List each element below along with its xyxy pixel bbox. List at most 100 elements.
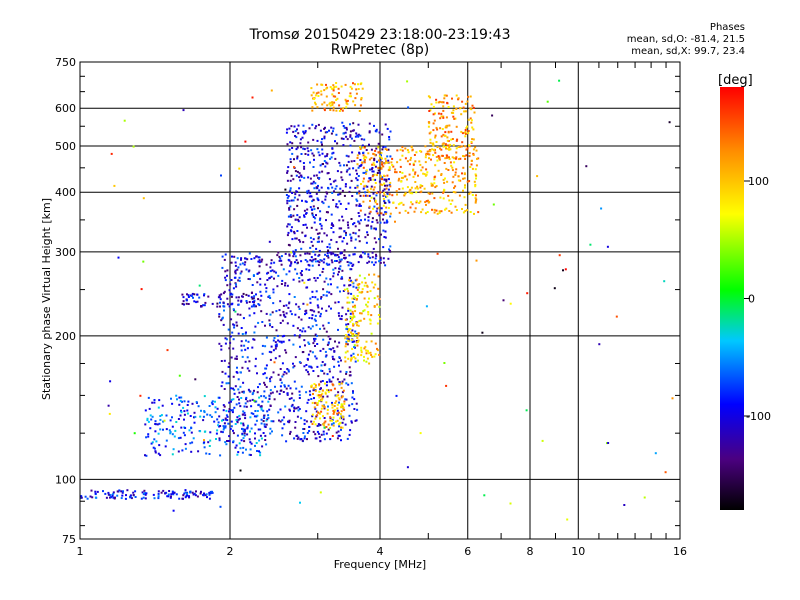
data-point <box>313 310 316 313</box>
data-point <box>474 183 477 186</box>
data-point <box>329 86 332 89</box>
data-point <box>206 496 208 499</box>
x-tick-label: 2 <box>227 545 234 558</box>
data-point <box>442 101 445 104</box>
data-point <box>274 344 277 347</box>
data-point <box>268 240 271 243</box>
data-point <box>319 129 322 132</box>
data-point <box>346 99 349 102</box>
data-point <box>314 386 317 389</box>
data-point <box>292 343 295 346</box>
data-point <box>153 438 156 441</box>
data-point <box>377 275 380 278</box>
data-point <box>184 491 187 494</box>
data-point <box>385 221 388 224</box>
data-point <box>334 340 336 343</box>
data-point <box>289 409 291 412</box>
data-point <box>455 147 458 150</box>
data-point <box>325 83 327 86</box>
data-point <box>179 414 182 417</box>
data-point <box>330 283 332 286</box>
data-point <box>350 87 353 90</box>
data-point <box>664 471 667 474</box>
data-point <box>325 154 328 157</box>
data-point <box>296 190 299 193</box>
data-point <box>332 347 335 350</box>
data-point <box>329 438 332 441</box>
data-point <box>464 210 467 213</box>
data-point <box>419 150 422 152</box>
data-point <box>322 423 325 426</box>
data-point <box>413 210 416 213</box>
data-point <box>228 362 231 365</box>
data-point <box>148 407 151 410</box>
data-point <box>240 327 243 329</box>
data-point <box>224 426 227 429</box>
data-point <box>234 264 237 267</box>
data-point <box>348 279 351 282</box>
data-point <box>475 164 478 167</box>
data-point <box>389 215 392 218</box>
data-point <box>366 261 369 264</box>
data-point <box>313 339 316 342</box>
data-point <box>323 232 326 235</box>
data-point <box>384 211 387 214</box>
data-point <box>308 317 311 319</box>
data-point <box>432 113 435 116</box>
data-point <box>181 449 184 452</box>
data-point <box>328 378 331 381</box>
data-point <box>434 134 437 137</box>
data-point <box>166 495 169 498</box>
data-point <box>371 355 374 358</box>
data-point <box>323 417 326 419</box>
data-point <box>312 250 315 253</box>
data-point <box>305 364 308 366</box>
data-point <box>308 195 311 198</box>
data-point <box>224 342 227 345</box>
data-point <box>266 279 269 281</box>
data-point <box>367 255 370 258</box>
data-point <box>183 418 185 421</box>
data-point <box>157 452 160 455</box>
data-point <box>357 166 360 169</box>
data-point <box>589 243 592 246</box>
data-point <box>418 160 421 163</box>
data-point <box>433 182 436 185</box>
data-point <box>304 223 307 226</box>
data-point <box>454 205 457 208</box>
data-point <box>329 246 332 249</box>
data-point <box>272 288 275 291</box>
data-point <box>420 211 423 214</box>
data-point <box>451 97 453 100</box>
data-point <box>228 401 231 404</box>
data-point <box>312 154 315 157</box>
data-point <box>236 416 239 419</box>
data-point <box>290 226 293 229</box>
data-point <box>327 390 330 393</box>
data-point <box>109 380 112 383</box>
data-point <box>358 110 361 112</box>
data-point <box>262 432 265 434</box>
data-point <box>290 199 293 202</box>
data-point <box>307 150 310 153</box>
data-point <box>326 131 329 134</box>
data-point <box>121 491 124 494</box>
data-point <box>167 495 170 498</box>
data-point <box>303 428 306 430</box>
data-point <box>380 207 383 210</box>
data-point <box>311 296 314 298</box>
data-point <box>383 162 386 165</box>
data-point <box>269 313 272 316</box>
data-point <box>309 309 312 312</box>
data-point <box>457 146 460 148</box>
data-point <box>316 402 319 405</box>
data-point <box>319 315 322 318</box>
data-point <box>320 224 323 227</box>
data-point <box>332 358 334 360</box>
data-point <box>186 293 188 296</box>
data-point <box>354 330 357 333</box>
data-point <box>316 277 319 279</box>
data-point <box>289 430 292 433</box>
data-point <box>384 184 386 187</box>
data-point <box>198 296 201 299</box>
